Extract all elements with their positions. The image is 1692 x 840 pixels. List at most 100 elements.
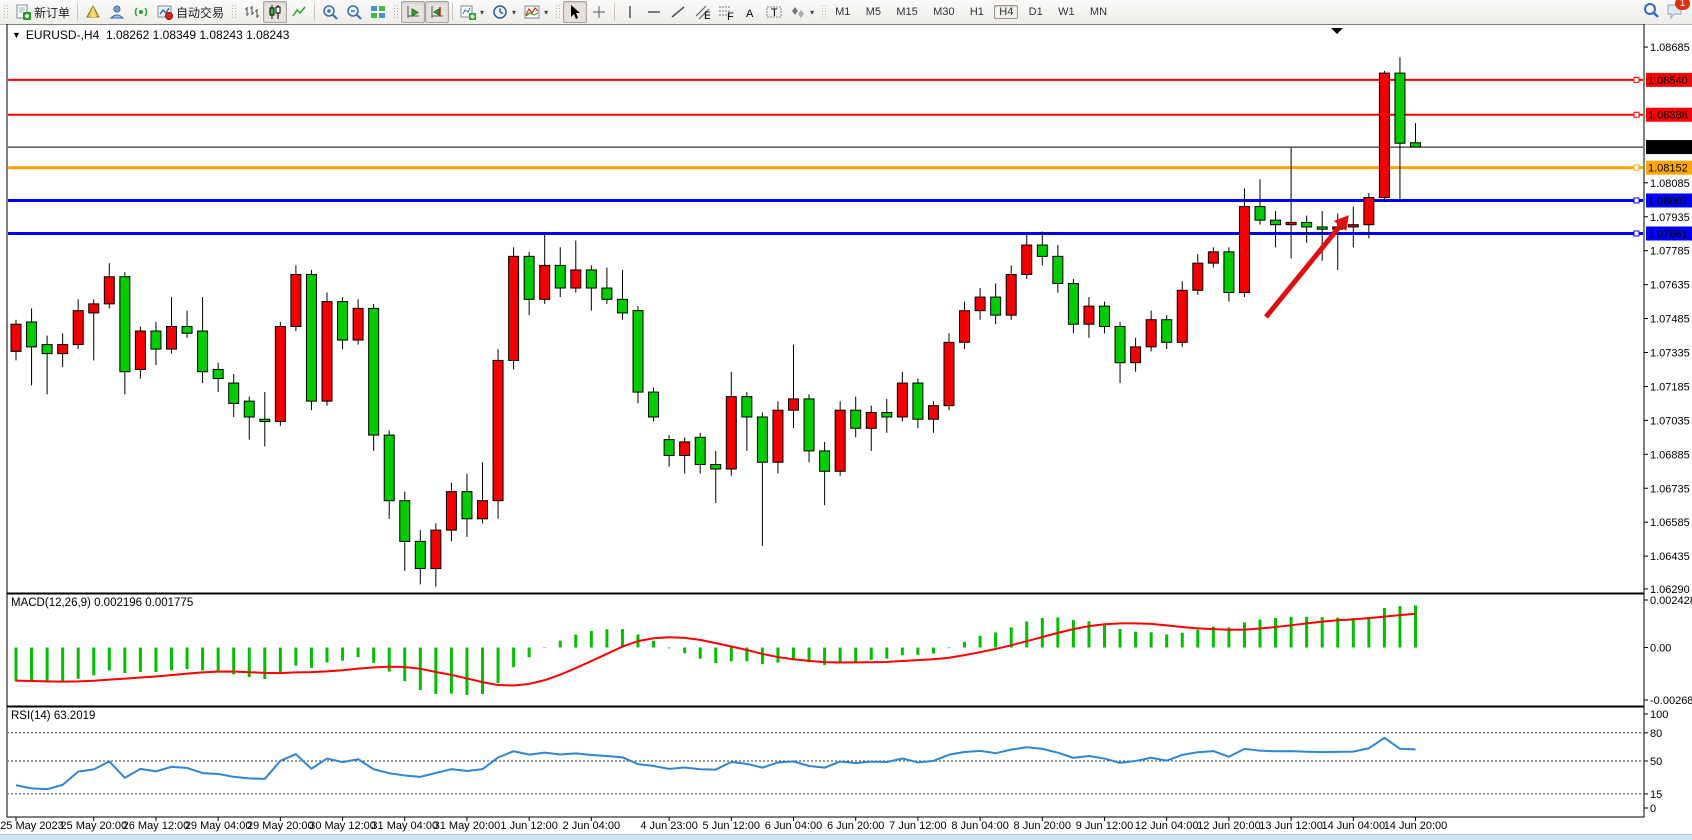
bar-chart-type-button[interactable] [239, 1, 263, 23]
timeframe-m30[interactable]: M30 [933, 6, 955, 18]
zoom-out-button[interactable] [342, 1, 366, 23]
candle-bear [1410, 142, 1421, 148]
horizontal-line-button[interactable] [642, 1, 666, 23]
timeframe-h1[interactable]: H1 [969, 6, 984, 18]
candle-bear [41, 344, 53, 355]
cursor-button[interactable] [563, 1, 588, 23]
zoom-in-icon [322, 4, 338, 20]
red-up-arrow-head[interactable] [1333, 215, 1349, 232]
chevron-down-icon: ▾ [480, 7, 485, 17]
timeframe-m5[interactable]: M5 [865, 6, 881, 18]
chart-shift-button[interactable] [425, 1, 450, 23]
date-label: 2 Jun 04:00 [563, 820, 621, 832]
macd-scale-label: 0.00 [1650, 643, 1671, 655]
text-icon: A [742, 4, 758, 20]
person-icon [109, 4, 125, 20]
tile-windows-button[interactable] [366, 1, 390, 23]
text-label-icon: T [766, 4, 782, 20]
hline-handle[interactable] [1633, 197, 1640, 204]
svg-text:F: F [727, 11, 734, 20]
equidistant-channel-button[interactable]: E [690, 1, 714, 23]
candle-bear [197, 330, 209, 373]
svg-text:T: T [771, 7, 778, 19]
auto-scroll-icon [405, 4, 421, 20]
market-depth-button[interactable] [81, 1, 105, 23]
auto-trading-label: 自动交易 [176, 5, 225, 20]
toolbar-grip [231, 4, 237, 20]
price-badge-label: 1.08386 [1648, 110, 1688, 122]
text-button[interactable]: A [738, 1, 762, 23]
crosshair-button[interactable] [587, 1, 611, 23]
periods-button[interactable]: ▾ [488, 1, 520, 23]
object-marker-triangle[interactable] [1331, 28, 1343, 34]
vertical-line-button[interactable] [618, 1, 642, 23]
rsi-scale-label: 100 [1650, 709, 1668, 721]
mql-community-button[interactable] [105, 1, 129, 23]
red-up-arrow[interactable] [1264, 224, 1342, 319]
channel-icon: E [694, 4, 710, 20]
candle-bull [570, 269, 582, 289]
candle-bull [1378, 72, 1390, 199]
indicators-button[interactable]: ▾ [520, 1, 552, 23]
candlestick-chart-type-button[interactable] [263, 1, 288, 23]
candle-bear [1052, 255, 1064, 285]
fibonacci-button[interactable]: F [714, 1, 738, 23]
chart-canvas: 1.08685 1.08085 1.07935 1.07785 1.07635 1.074… [0, 24, 1692, 832]
hline-handle[interactable] [1633, 164, 1640, 171]
rsi-scale-label: 0 [1650, 803, 1656, 815]
svg-text:A: A [746, 8, 754, 20]
chart-menu-triangle-icon[interactable]: ▼ [12, 30, 21, 40]
candle-bull [725, 396, 737, 470]
line-chart-type-button[interactable] [287, 1, 311, 23]
trendline-button[interactable] [666, 1, 690, 23]
price-badge [1646, 160, 1692, 175]
candle-bull [88, 303, 100, 314]
candle-bear [523, 255, 535, 300]
date-label: 31 May 20:00 [434, 820, 501, 832]
svg-text:E: E [704, 10, 710, 20]
hline-handle[interactable] [1633, 76, 1640, 83]
text-label-button[interactable]: T [762, 1, 786, 23]
notifications-button[interactable]: 1 [1666, 0, 1690, 22]
hline-handle[interactable] [1633, 230, 1640, 237]
toolbar-grip [3, 4, 8, 20]
signals-button[interactable] [129, 1, 153, 23]
candle-bull [1207, 251, 1219, 264]
rsi-line [15, 736, 1416, 791]
zoom-in-button[interactable] [318, 1, 342, 23]
timeframe-w1[interactable]: W1 [1058, 6, 1075, 18]
candle-bull [57, 344, 69, 355]
date-label: 30 May 12:00 [309, 820, 376, 832]
hline-handle[interactable] [1633, 111, 1640, 118]
candle-bear [119, 276, 131, 373]
candle-bull [1145, 319, 1157, 348]
candle-bear [850, 409, 862, 429]
arrows-button[interactable]: ▾ [786, 1, 818, 23]
search-icon[interactable] [1643, 2, 1660, 22]
line-chart-icon [291, 4, 307, 20]
new-order-button[interactable]: 新订单 [11, 1, 74, 23]
new-chart-button[interactable]: ▾ [456, 1, 488, 23]
timeframe-d1[interactable]: D1 [1028, 6, 1043, 18]
candle-bull [274, 325, 286, 423]
timeframe-h4[interactable]: H4 [994, 5, 1019, 19]
timeframe-mn[interactable]: MN [1089, 6, 1108, 18]
auto-scroll-button[interactable] [401, 1, 426, 23]
candle-bull [943, 341, 955, 407]
candle-bull [1363, 197, 1375, 226]
date-label: 29 May 20:00 [247, 820, 314, 832]
date-label: 5 Jun 12:00 [703, 820, 761, 832]
candle-bear [803, 398, 815, 452]
timeframe-m15[interactable]: M15 [896, 6, 918, 18]
candle-bull [492, 359, 504, 502]
pyramid-icon [85, 4, 101, 20]
timeframe-m1[interactable]: M1 [835, 6, 851, 18]
candle-bear [461, 491, 473, 520]
auto-trading-button[interactable]: 自动交易 [153, 1, 228, 23]
candle-bull [1176, 289, 1188, 343]
candle-bear [710, 463, 722, 470]
new-chart-icon [460, 4, 477, 20]
date-label: 25 May 2023 [0, 820, 64, 832]
price-badge-label: 1.08243 [1648, 142, 1688, 154]
candle-bull [679, 441, 691, 456]
